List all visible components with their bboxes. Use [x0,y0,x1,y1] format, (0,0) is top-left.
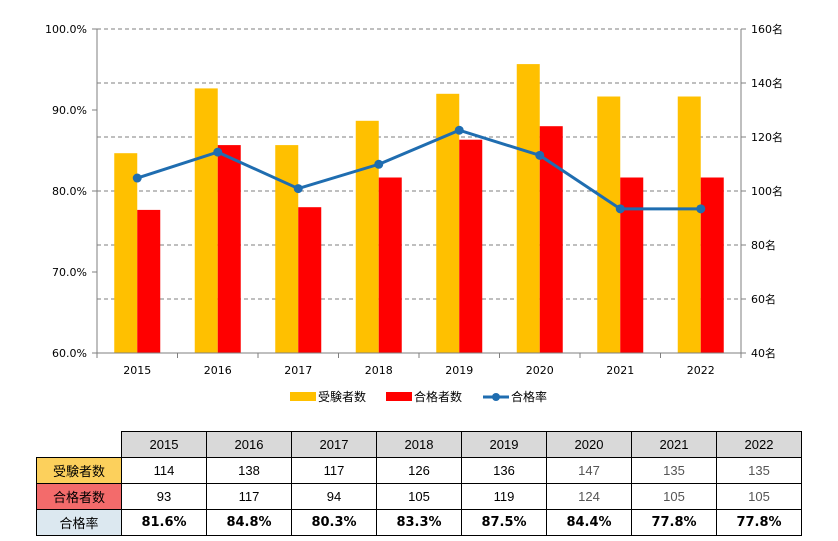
left-tick-label: 70.0% [52,266,87,279]
table-year: 2015 [121,431,207,458]
table-cell: 138 [206,457,292,484]
table-cell: 87.5% [461,509,547,536]
bars-layer [114,64,724,354]
bar-passers [298,207,322,353]
rate-point [213,147,223,157]
rate-point [293,184,303,194]
x-tick-label: 2018 [365,364,393,377]
bar-passers [539,126,563,353]
bar-passers [378,177,402,353]
table-corner [37,432,122,458]
table-cell: 94 [291,483,377,510]
table-row-examinees: 受験者数 114 138 117 126 136 147 135 135 [36,457,802,484]
data-table: 2015 2016 2017 2018 2019 2020 2021 2022 … [36,431,802,536]
right-tick-label: 80名 [751,238,776,252]
gridlines [97,28,741,300]
left-tick-label: 80.0% [52,185,87,198]
bar-examinees [597,96,621,353]
right-tick-label: 40名 [751,346,776,360]
rate-point [132,173,142,183]
table-year: 2018 [376,431,462,458]
bar-passers [620,177,644,353]
table-cell: 126 [376,457,462,484]
left-tick-label: 90.0% [52,104,87,117]
legend-label-rate: 合格率 [511,389,547,404]
table-cell: 83.3% [376,509,462,536]
legend-marker-rate [492,393,500,401]
table-cell: 136 [461,457,547,484]
axes-layer: 60.0% 70.0% 80.0% 90.0% 100.0% 40名 60名 80名 100名 1… [45,22,783,377]
table-cell: 81.6% [121,509,207,536]
bar-examinees [355,120,379,353]
table-cell: 84.4% [546,509,632,536]
table-cell: 124 [546,483,632,510]
rate-point [615,204,625,214]
right-tick-label: 60名 [751,292,776,306]
right-tick-label: 140名 [751,76,783,90]
x-tick-label: 2015 [123,364,151,377]
table-cell: 147 [546,457,632,484]
legend-label-examinees: 受験者数 [318,389,366,404]
row-label-examinees: 受験者数 [36,457,122,484]
x-tick-label: 2016 [204,364,232,377]
bar-passers [217,145,241,353]
table-cell: 117 [291,457,377,484]
table-cell: 105 [631,483,717,510]
bar-passers [459,139,483,353]
table-cell: 77.8% [631,509,717,536]
bar-examinees [275,145,299,353]
row-label-pass-rate: 合格率 [36,509,122,536]
table-cell: 114 [121,457,207,484]
legend-swatch-passers [386,392,412,401]
table-year: 2016 [206,431,292,458]
bar-examinees [436,93,460,354]
table-cell: 117 [206,483,292,510]
table-cell: 77.8% [716,509,802,536]
rate-point [535,150,545,160]
legend-label-passers: 合格者数 [414,389,462,404]
right-tick-label: 120名 [751,130,783,144]
right-tick-label: 100名 [751,184,783,198]
rate-point [696,204,706,214]
table-cell: 84.8% [206,509,292,536]
x-tick-label: 2022 [687,364,715,377]
legend-swatch-examinees [290,392,316,401]
rate-point [374,159,384,169]
table-cell: 105 [376,483,462,510]
bar-examinees [194,88,218,354]
bar-examinees [114,153,138,353]
table-row-passers: 合格者数 93 117 94 105 119 124 105 105 [36,483,802,510]
x-tick-label: 2021 [606,364,634,377]
left-tick-label: 100.0% [45,23,87,36]
row-label-passers: 合格者数 [36,483,122,510]
table-year: 2017 [291,431,377,458]
table-cell: 80.3% [291,509,377,536]
table-cell: 105 [716,483,802,510]
rate-line [136,128,701,211]
table-cell: 93 [121,483,207,510]
table-cell: 135 [716,457,802,484]
table-year: 2022 [716,431,802,458]
left-tick-label: 60.0% [52,347,87,360]
combo-chart: 60.0% 70.0% 80.0% 90.0% 100.0% 40名 60名 80名 100名 1… [45,22,783,404]
x-tick-label: 2019 [445,364,473,377]
table-row-pass-rate: 合格率 81.6% 84.8% 80.3% 83.3% 87.5% 84.4% … [36,509,802,536]
bar-passers [700,177,724,353]
x-tick-label: 2020 [526,364,554,377]
table-year: 2019 [461,431,547,458]
bar-examinees [677,96,701,353]
rate-line-layer [132,125,706,214]
bar-examinees [516,64,540,353]
table-year: 2020 [546,431,632,458]
table-year: 2021 [631,431,717,458]
table-header-row: 2015 2016 2017 2018 2019 2020 2021 2022 [37,431,802,458]
bar-passers [137,209,161,353]
legend: 受験者数 合格者数 合格率 [290,389,547,404]
x-tick-label: 2017 [284,364,312,377]
table-cell: 119 [461,483,547,510]
rate-point [454,125,464,135]
right-tick-label: 160名 [751,22,783,36]
table-cell: 135 [631,457,717,484]
